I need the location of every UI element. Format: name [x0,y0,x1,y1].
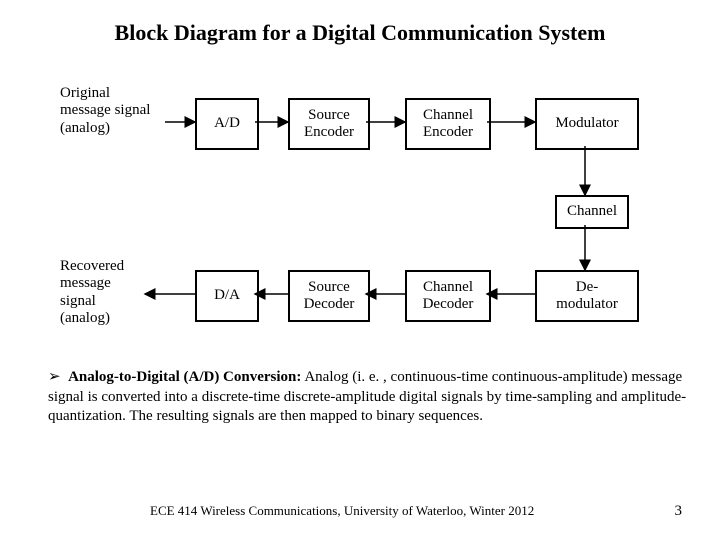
box-ad: A/D [195,98,259,150]
box-demodulator: De-modulator [535,270,639,322]
box-channel-encoder: ChannelEncoder [405,98,491,150]
box-modulator: Modulator [535,98,639,150]
paragraph-lead: Analog-to-Digital (A/D) Conversion: [68,369,301,385]
box-channel: Channel [555,195,629,229]
source-citation: ECE 414 Wireless Communications, Univers… [150,503,534,519]
page-number: 3 [675,503,683,520]
box-da: D/A [195,270,259,322]
box-source-decoder: SourceDecoder [288,270,370,322]
label-recovered-signal: Recoveredmessagesignal(analog) [60,258,160,327]
box-channel-decoder: ChannelDecoder [405,270,491,322]
description-paragraph: ➢ Analog-to-Digital (A/D) Conversion: An… [48,368,688,427]
label-original-signal: Originalmessage signal(analog) [60,85,180,137]
box-source-encoder: SourceEncoder [288,98,370,150]
bullet-icon: ➢ [48,369,61,385]
page-title: Block Diagram for a Digital Communicatio… [0,20,720,46]
